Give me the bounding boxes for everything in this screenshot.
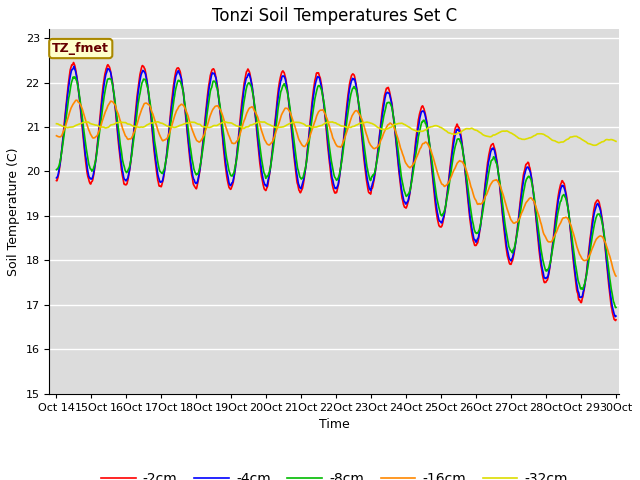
-8cm (322, 113, 330, 119)
-16cm (52, 133, 60, 139)
-4cm (605, 280, 613, 286)
-2cm (612, 318, 620, 324)
-2cm (140, 65, 148, 71)
-8cm (312, 94, 319, 100)
-4cm (70, 63, 78, 69)
Text: TZ_fmet: TZ_fmet (52, 42, 109, 55)
-32cm (322, 120, 330, 126)
-2cm (468, 234, 476, 240)
-2cm (322, 121, 330, 127)
Line: -4cm: -4cm (56, 66, 616, 317)
-2cm (612, 317, 620, 323)
-8cm (52, 167, 60, 172)
-8cm (550, 236, 558, 242)
-16cm (605, 251, 613, 257)
-16cm (322, 113, 330, 119)
-2cm (312, 76, 319, 82)
-32cm (52, 121, 60, 127)
-8cm (468, 217, 476, 223)
-16cm (140, 101, 148, 107)
-8cm (605, 270, 613, 276)
-32cm (612, 139, 620, 144)
-32cm (221, 119, 228, 125)
-16cm (612, 273, 620, 279)
-4cm (140, 69, 148, 75)
-4cm (322, 120, 330, 125)
Line: -8cm: -8cm (56, 77, 616, 308)
-4cm (612, 313, 620, 319)
Line: -16cm: -16cm (56, 100, 616, 276)
-4cm (550, 228, 558, 234)
-16cm (72, 97, 80, 103)
-2cm (52, 178, 60, 183)
-32cm (468, 126, 476, 132)
X-axis label: Time: Time (319, 418, 350, 431)
Line: -32cm: -32cm (56, 122, 616, 145)
-4cm (52, 175, 60, 181)
-32cm (550, 138, 558, 144)
-2cm (550, 225, 558, 230)
-32cm (605, 137, 613, 143)
-8cm (71, 74, 79, 80)
Y-axis label: Soil Temperature (C): Soil Temperature (C) (7, 147, 20, 276)
Line: -2cm: -2cm (56, 62, 616, 321)
-4cm (611, 314, 619, 320)
-16cm (468, 188, 476, 193)
-16cm (312, 118, 319, 123)
-8cm (612, 305, 620, 311)
-2cm (605, 285, 613, 290)
Legend: -2cm, -4cm, -8cm, -16cm, -32cm: -2cm, -4cm, -8cm, -16cm, -32cm (95, 466, 573, 480)
-4cm (468, 228, 476, 234)
-32cm (312, 124, 319, 130)
-8cm (140, 76, 148, 82)
-16cm (550, 233, 558, 239)
-4cm (312, 82, 319, 87)
Title: Tonzi Soil Temperatures Set C: Tonzi Soil Temperatures Set C (212, 7, 457, 25)
-32cm (140, 124, 148, 130)
-32cm (590, 143, 598, 148)
-8cm (612, 305, 620, 311)
-2cm (70, 60, 77, 65)
